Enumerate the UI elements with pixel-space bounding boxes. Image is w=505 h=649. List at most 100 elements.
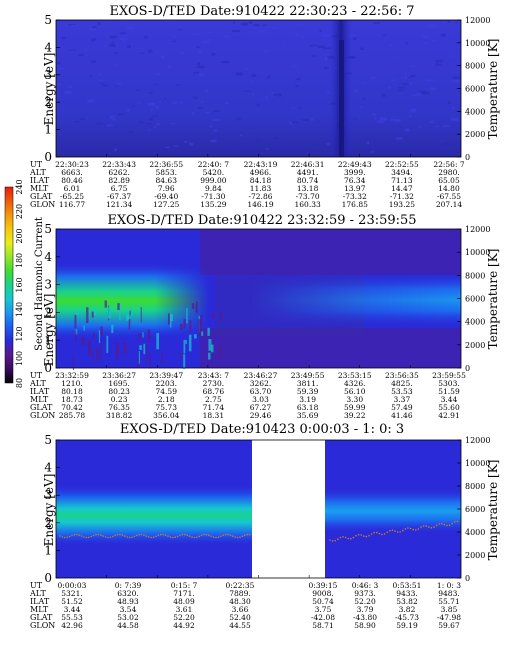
table-cell: 3.79 (357, 605, 374, 614)
colorbar-tick-label: 160 (15, 277, 24, 292)
table-cell: 67.27 (250, 403, 272, 412)
panel-3-y-axis: 0 1 2 3 4 5 (44, 433, 411, 585)
row-label: ILAT (30, 176, 50, 185)
panel-2-dark-lower (200, 328, 461, 368)
table-cell: 41.46 (391, 411, 413, 420)
table-cell: 14.47 (391, 184, 413, 193)
table-cell: 13.97 (344, 184, 366, 193)
table-cell: -73.32 (343, 192, 367, 201)
table-cell: 23:32:59 (55, 371, 89, 380)
table-cell: 22:52:55 (385, 160, 419, 169)
colorbar-tick-label: 200 (15, 228, 24, 243)
table-cell: 5853. (156, 168, 177, 177)
table-cell: 59.99 (344, 403, 366, 412)
panel-2-y2tick-label: 0 (465, 364, 470, 373)
table-cell: 193.25 (389, 200, 415, 209)
panel-3-ytick-label: 1 (44, 543, 52, 557)
table-cell: 44.92 (173, 621, 195, 630)
table-cell: 59.19 (396, 621, 418, 630)
panel-2-ytick-label: 1 (44, 333, 52, 347)
panel-2-table: 23:32:59 23:36:27 23:39:47 23:43: 7 23:46:27… (55, 371, 466, 420)
panel-3-title: EXOS-D/TED Date:910423 0:00:03 - 1: 0: 3 (120, 422, 404, 437)
panel-2-stripes (72, 300, 222, 370)
table-cell: 52.20 (354, 597, 376, 606)
panel-2: EXOS-D/TED Date:910422 23:32:59 - 23:59:… (29, 213, 500, 420)
table-cell: 44.58 (117, 621, 139, 630)
panel-1-y2tick-label: 12000 (465, 16, 490, 25)
table-cell: 23:43: 7 (198, 371, 230, 380)
table-cell: 5420. (203, 168, 224, 177)
table-cell: 9008. (312, 589, 333, 598)
panel-3-gap (252, 440, 325, 578)
table-cell: 29.46 (250, 411, 272, 420)
panel-2-ytick-label: 0 (44, 361, 52, 375)
panel-3-table-left: 0:00:03 0: 7:39 0:15: 7 0:22:35 5321. 6320. 71… (58, 581, 255, 630)
table-cell: 0:15: 7 (171, 581, 198, 590)
table-cell: 7.96 (158, 184, 175, 193)
table-cell: 0:00:03 (58, 581, 87, 590)
table-cell: 52.20 (173, 613, 195, 622)
table-cell: 6262. (108, 168, 129, 177)
table-cell: 18.31 (203, 411, 224, 420)
panel-1-y2-axis: 0 2000 4000 6000 8000 10000 12000 (457, 16, 490, 162)
table-cell: 23:59:55 (432, 371, 466, 380)
panel-2-y2tick-label: 2000 (465, 341, 485, 350)
row-label: UT (30, 371, 43, 380)
panel-2-y2tick-label: 8000 (465, 271, 485, 280)
table-cell: 52.40 (229, 613, 251, 622)
colorbar: 80 100 120 140 160 180 200 220 240 Second Harmon… (4, 179, 45, 388)
panel-3-ytick-label: 4 (44, 461, 52, 475)
table-cell: 121.34 (106, 200, 132, 209)
table-cell: 80.23 (108, 387, 130, 396)
panel-1-y2tick-label: 10000 (465, 39, 490, 48)
table-cell: 5321. (61, 589, 82, 598)
table-cell: -72.86 (248, 192, 272, 201)
panel-3: EXOS-D/TED Date:910423 0:00:03 - 1: 0: 3… (29, 422, 500, 630)
row-label: UT (30, 581, 43, 590)
colorbar-tick-label: 180 (15, 253, 24, 268)
panel-1-y2label: Temperature [K] (486, 39, 500, 140)
table-cell: 146.19 (247, 200, 273, 209)
table-cell: 80.18 (61, 387, 83, 396)
panel-3-y2tick-label: 0 (465, 574, 470, 583)
table-cell: 3.03 (252, 395, 269, 404)
table-cell: 55.71 (438, 597, 459, 606)
table-cell: 55.60 (438, 403, 460, 412)
table-cell: 0:39:15 (309, 581, 338, 590)
table-cell: 71.74 (203, 403, 225, 412)
table-cell: 59.39 (297, 387, 319, 396)
panel-3-y2tick-label: 2000 (465, 551, 485, 560)
table-cell: 0:22:35 (226, 581, 255, 590)
panel-2-band-left (56, 262, 236, 340)
panel-1-y2tick-label: 4000 (465, 107, 485, 116)
panel-1-y2tick-label: 6000 (465, 85, 485, 94)
panel-3-segment-right-band (325, 488, 461, 534)
row-label: ALT (29, 379, 46, 388)
table-cell: -47.98 (437, 613, 461, 622)
table-cell: -67.55 (437, 192, 461, 201)
table-cell: 999.00 (200, 176, 226, 185)
table-cell: 22:40: 7 (198, 160, 230, 169)
table-cell: 207.14 (436, 200, 462, 209)
table-cell: 68.76 (203, 387, 225, 396)
table-cell: 57.49 (391, 403, 413, 412)
table-cell: 39.22 (344, 411, 366, 420)
table-cell: 22:30:23 (55, 160, 89, 169)
table-cell: 58.90 (354, 621, 376, 630)
panel-2-y2tick-label: 10000 (465, 248, 490, 257)
panel-3-y2-axis: 0 2000 4000 6000 8000 10000 12000 (457, 436, 490, 583)
panel-1-ytick-label: 5 (44, 13, 52, 27)
panel-2-band-right (250, 272, 461, 328)
row-label: GLON (30, 411, 55, 420)
table-cell: 3262. (250, 379, 271, 388)
table-cell: 4966. (250, 168, 271, 177)
table-cell: 80.46 (61, 176, 83, 185)
panel-3-ytick-label: 3 (44, 488, 52, 502)
table-cell: 4491. (297, 168, 318, 177)
table-cell: -67.37 (107, 192, 131, 201)
panel-1-y2tick-label: 2000 (465, 130, 485, 139)
colorbar-tick-label: 100 (15, 351, 24, 366)
table-cell: 23:53:15 (338, 371, 372, 380)
table-cell: 44.55 (229, 621, 251, 630)
